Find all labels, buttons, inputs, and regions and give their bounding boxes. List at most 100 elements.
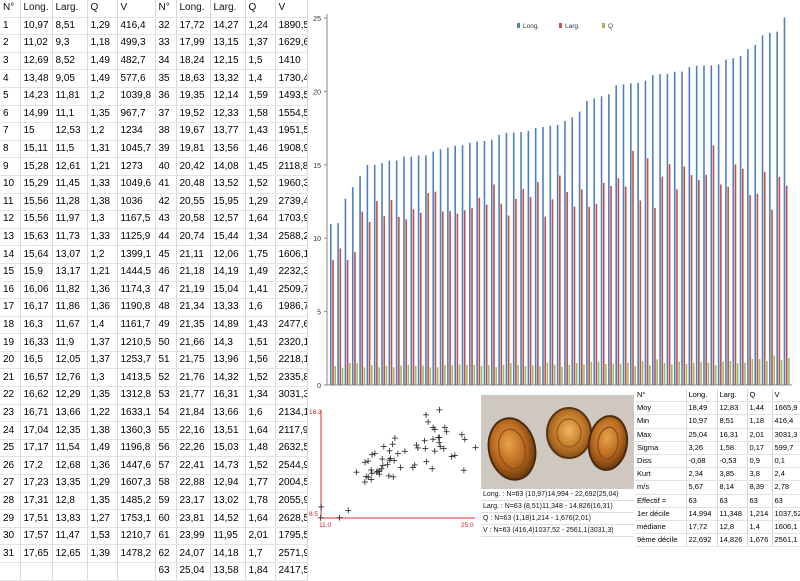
stats-row: Min 10,97 8,51 1,18 416,4 xyxy=(635,414,800,429)
stats-cell: 1,44 xyxy=(747,401,773,416)
table-cell: 28 xyxy=(0,492,21,511)
table-cell: V xyxy=(275,0,308,18)
legend-swatch xyxy=(602,23,605,28)
table-cell: 1,52 xyxy=(245,175,276,194)
table-cell: 16 xyxy=(0,281,21,300)
table-cell: 1,45 xyxy=(245,157,276,176)
table-cell: 1,59 xyxy=(245,87,276,106)
table-cell: 2134,1 xyxy=(275,404,308,423)
table-cell: 47 xyxy=(155,281,177,300)
info-larg: Larg. : N=63 (8,51)11,348 - 14,826(16,31… xyxy=(481,501,634,513)
table-cell: 53 xyxy=(155,386,177,405)
bar-q xyxy=(436,367,439,385)
stats-cell: 9ème décile xyxy=(635,533,687,548)
table-cell: 1607,3 xyxy=(117,474,156,493)
scatter-point xyxy=(401,448,408,455)
table-cell: 40 xyxy=(155,157,177,176)
table-cell: 1,24 xyxy=(245,17,276,36)
table-cell: 2118,8 xyxy=(275,157,308,176)
table-row: 12 15,56 11,97 1,3 1167,5 43 20,58 12,57 1,64 170… xyxy=(0,210,308,229)
table-cell: 1,27 xyxy=(87,509,118,528)
table-cell: 1,49 xyxy=(87,52,118,71)
bar-long xyxy=(410,156,413,385)
table-cell: 1273 xyxy=(117,157,156,176)
table-cell: 21,35 xyxy=(176,316,211,335)
scatter-y-min-label: 8.5 xyxy=(309,511,318,518)
bar-long xyxy=(461,145,464,385)
table-cell: 51 xyxy=(155,351,177,370)
table-cell: 15 xyxy=(20,122,53,141)
table-row: 26 17,2 12,68 1,36 1447,6 57 22,41 14,73 1,52 254… xyxy=(0,456,308,476)
table-cell: 8,51 xyxy=(52,17,88,36)
table-cell: 1,53 xyxy=(87,527,118,546)
table-cell: 13,02 xyxy=(210,492,246,511)
bar-larg xyxy=(741,168,744,385)
scatter-point xyxy=(318,503,325,510)
legend-label: Q xyxy=(608,23,613,30)
table-cell: 14,19 xyxy=(210,263,246,282)
table-cell: 23,81 xyxy=(176,509,211,528)
table-cell: 16,3 xyxy=(20,316,53,335)
table-row: 1 10,97 8,51 1,29 416,4 32 17,72 14,27 1,24 1890,… xyxy=(0,17,308,36)
table-cell: 48 xyxy=(155,298,177,317)
bar-long xyxy=(337,223,339,385)
table-cell: 1447,6 xyxy=(117,456,156,476)
bar-larg xyxy=(683,166,686,385)
bar-long xyxy=(747,49,749,385)
table-cell: 35 xyxy=(155,69,177,88)
table-cell: 1,38 xyxy=(87,193,118,212)
bar-q xyxy=(334,366,336,385)
table-cell: 11,95 xyxy=(210,527,246,546)
table-cell: 2218,1 xyxy=(275,351,308,370)
stats-cell: 63 xyxy=(686,494,718,508)
table-cell: 1,43 xyxy=(245,316,276,335)
table-cell: 1,49 xyxy=(245,263,276,282)
table-row: 30 17,57 11,47 1,53 1210,7 61 23,99 11,95 2,01 17… xyxy=(0,527,308,546)
scatter-point xyxy=(379,456,386,463)
table-cell: 1,29 xyxy=(245,193,276,212)
bar-q xyxy=(575,362,578,385)
bar-q xyxy=(392,367,395,385)
table-cell: 1,36 xyxy=(87,281,118,300)
table-cell: 2117,9 xyxy=(275,421,308,440)
table-cell: 15,44 xyxy=(210,228,246,247)
bar-larg xyxy=(427,193,429,385)
stats-row: médiane 17,72 12,8 1,4 1606,1 xyxy=(635,520,800,535)
bar-larg xyxy=(778,176,781,385)
table-cell: 2628,5 xyxy=(275,509,308,528)
table-cell: 1478,2 xyxy=(117,544,156,563)
measurements-table: N° Long. Larg. Q V N° Long. Larg. Q V 1 10,97 8,51 1,… xyxy=(0,0,308,581)
bar-long xyxy=(395,160,398,385)
table-cell: 11,81 xyxy=(52,87,88,106)
bar-long xyxy=(651,75,654,386)
table-cell: 58 xyxy=(155,474,177,493)
table-cell: 12,29 xyxy=(52,386,88,405)
table-cell: 13,35 xyxy=(52,474,88,493)
bar-q xyxy=(766,360,768,385)
bar-larg xyxy=(668,164,671,385)
table-cell: 1,3 xyxy=(87,368,118,388)
table-cell: 62 xyxy=(155,544,177,563)
table-cell: 16,5 xyxy=(20,351,53,370)
table-cell: 16,06 xyxy=(20,281,53,300)
bar-q xyxy=(751,359,754,385)
stats-cell: Min xyxy=(635,414,687,429)
table-cell xyxy=(20,562,53,581)
table-cell: 19,67 xyxy=(176,122,211,141)
table-cell: 1210,7 xyxy=(117,527,156,546)
bar-q xyxy=(539,366,541,385)
table-cell: 1253,7 xyxy=(117,351,156,370)
bar-long xyxy=(366,164,369,385)
bar-long xyxy=(739,56,742,385)
table-cell: 1,35 xyxy=(87,492,118,511)
scatter-point xyxy=(443,428,450,435)
bar-larg xyxy=(478,197,481,385)
table-row: 17 16,17 11,86 1,36 1190,8 48 21,34 13,33 1,6 198… xyxy=(0,298,308,317)
table-cell: 57 xyxy=(155,456,177,476)
stats-cell: 0,9 xyxy=(747,454,773,469)
stats-cell: 25,04 xyxy=(686,428,718,442)
bar-larg xyxy=(632,150,634,385)
table-cell: 12,94 xyxy=(210,474,246,493)
scatter-point xyxy=(421,437,428,444)
stats-cell: 14,994 xyxy=(686,507,718,521)
